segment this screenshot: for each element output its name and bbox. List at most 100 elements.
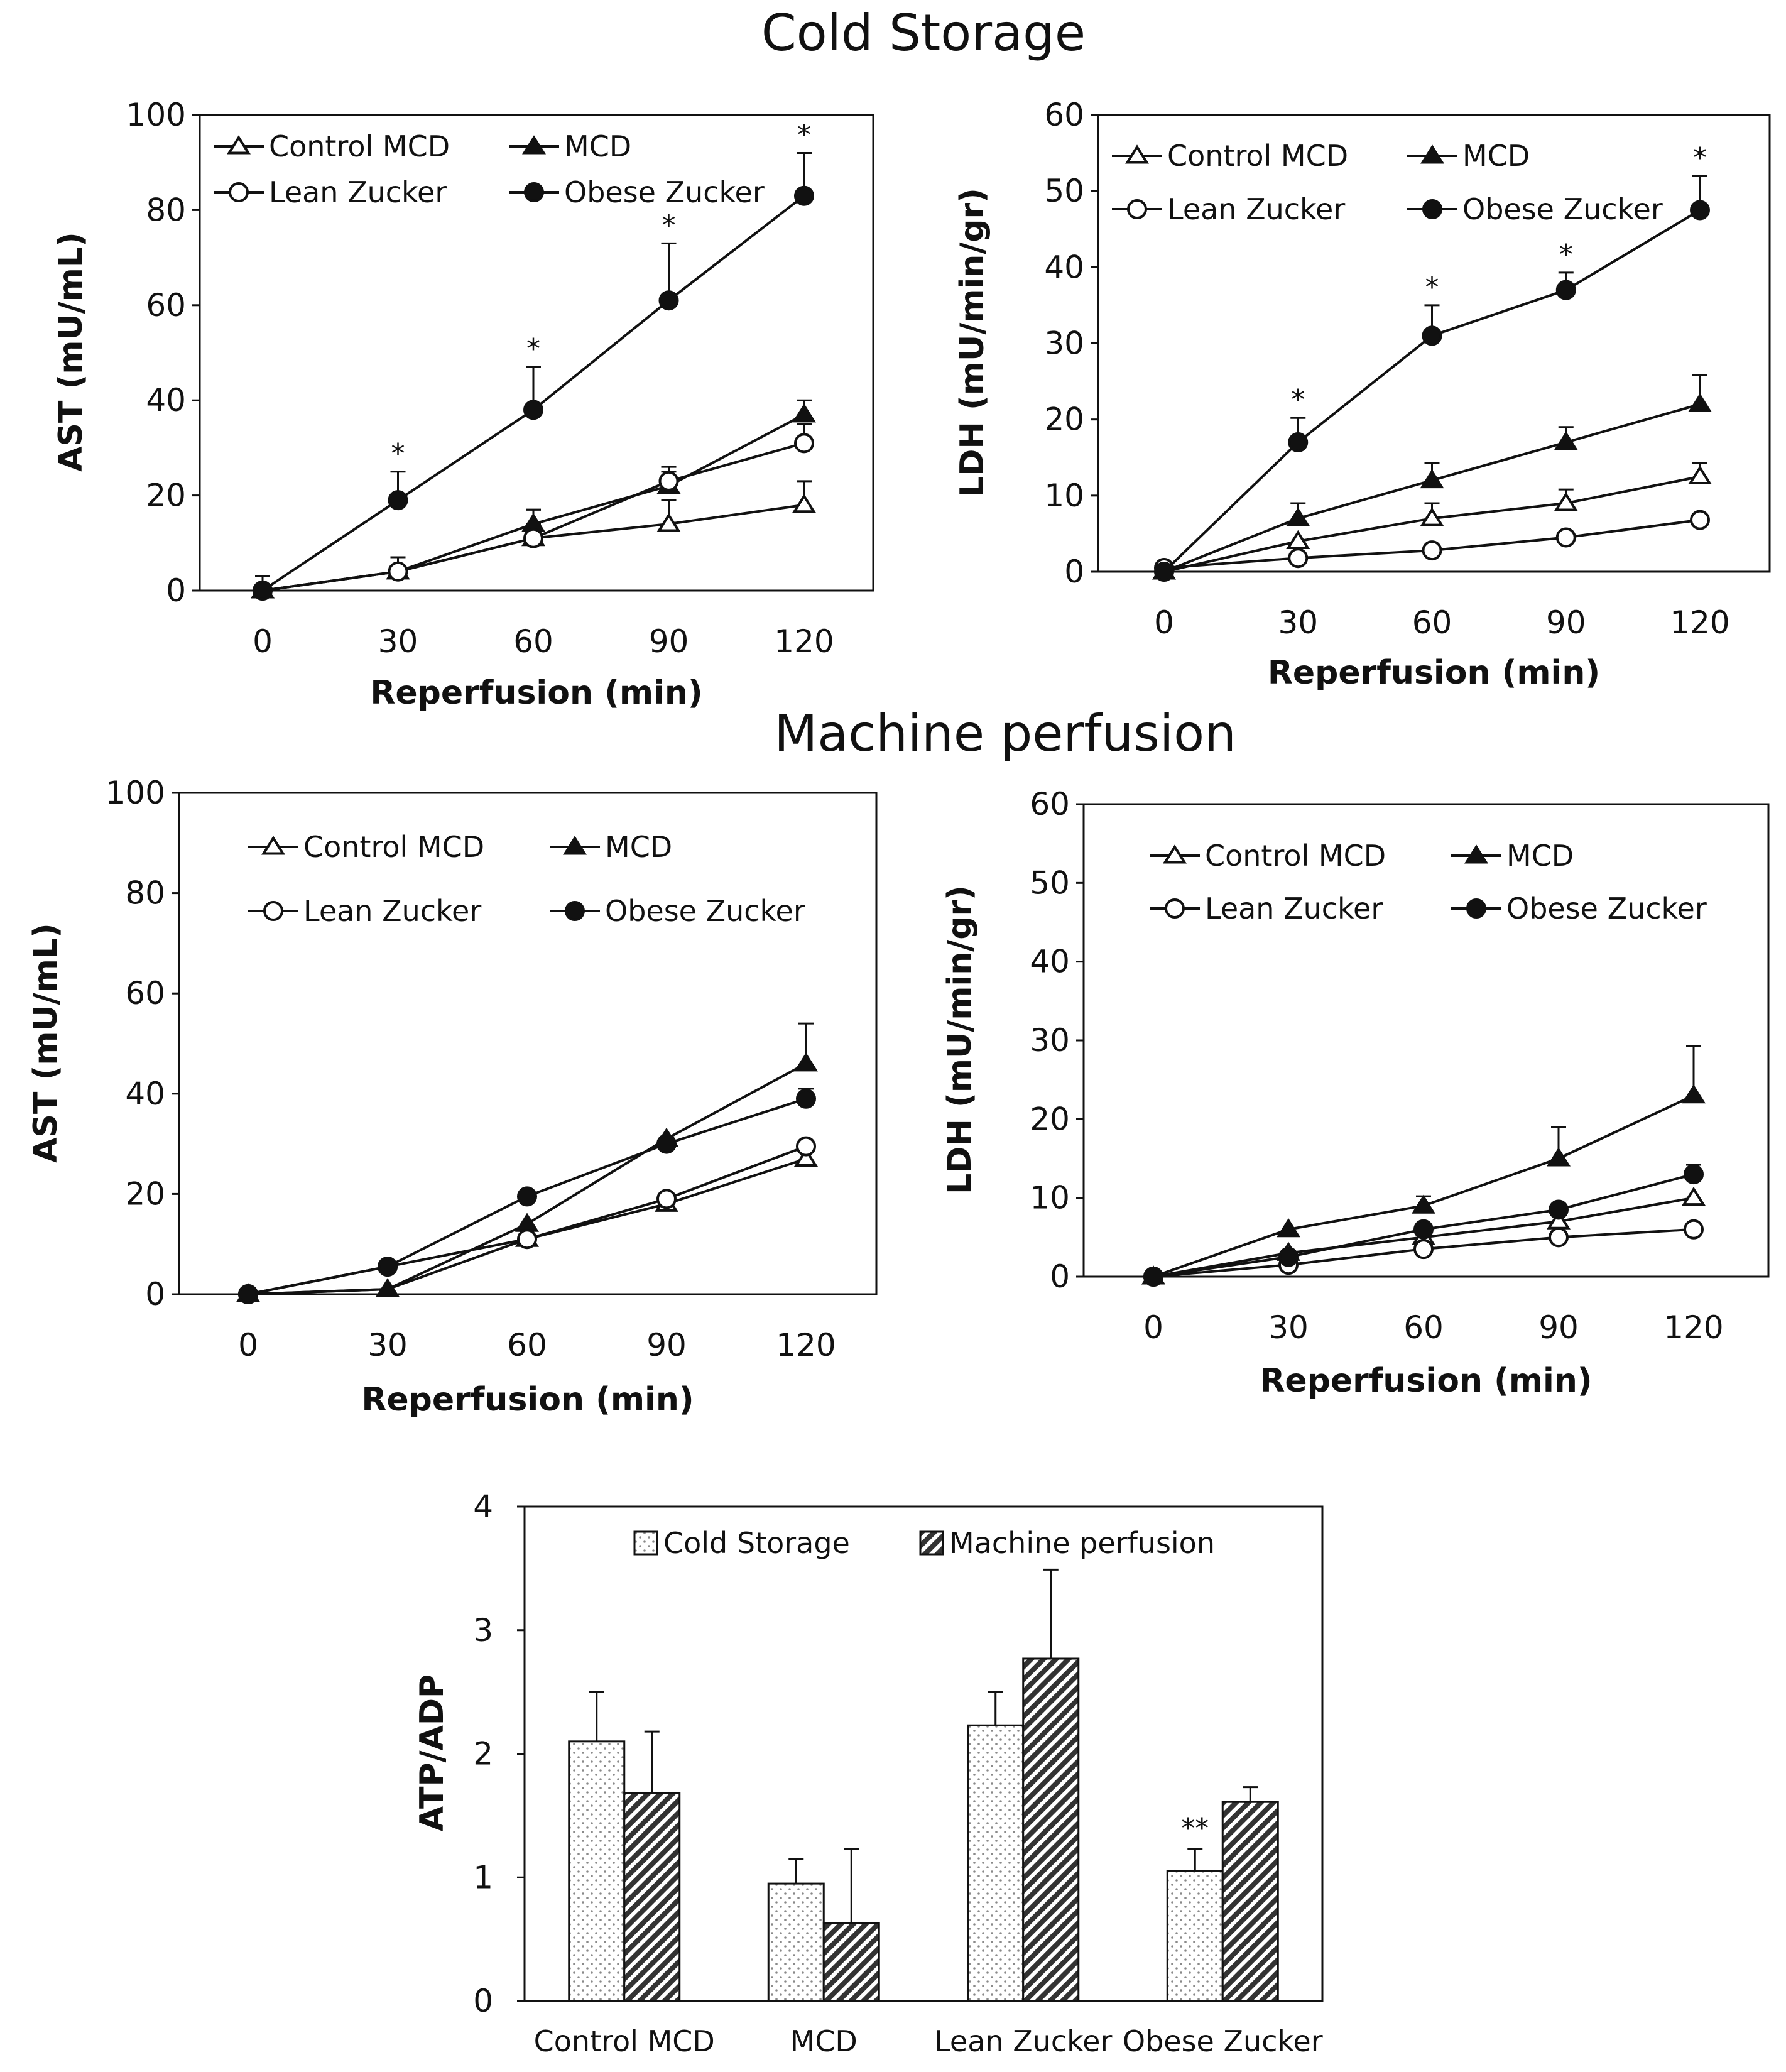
x-tick-label: 60	[1412, 604, 1452, 641]
data-point	[523, 400, 543, 420]
series-obese-zucker	[238, 1088, 816, 1304]
data-point	[1687, 465, 1712, 485]
data-point	[1276, 1218, 1301, 1238]
x-axis-label: Reperfusion (min)	[1268, 654, 1600, 692]
data-point	[1286, 507, 1310, 526]
legend-label: Lean Zucker	[269, 175, 447, 209]
series-obese-zucker	[253, 152, 814, 601]
data-point	[1422, 325, 1442, 346]
data-point	[1681, 1186, 1706, 1206]
data-point	[517, 1229, 537, 1250]
x-tick-label: 0	[1143, 1309, 1163, 1346]
bar-machine-perfusion-mcd	[822, 1922, 880, 2002]
x-tick-label: 90	[646, 1327, 687, 1363]
y-tick-label: 30	[1044, 325, 1084, 362]
legend-label: Lean Zucker	[1205, 892, 1383, 925]
x-tick-label: 120	[1663, 1309, 1723, 1346]
y-tick-label: 60	[146, 287, 186, 324]
legend-marker	[1165, 898, 1185, 919]
x-tick-label: 60	[513, 623, 553, 660]
x-axis-label: Reperfusion (min)	[1260, 1362, 1592, 1400]
data-point	[1413, 1239, 1434, 1260]
legend-label: Control MCD	[1167, 139, 1348, 173]
x-tick-label: 30	[1268, 1309, 1309, 1346]
legend-marker	[1420, 144, 1445, 164]
significance-marker: *	[662, 209, 676, 241]
x-axis-label: Reperfusion (min)	[370, 674, 702, 712]
legend-label: Lean Zucker	[1167, 192, 1345, 226]
data-point	[378, 1257, 398, 1277]
data-point	[1154, 562, 1174, 582]
data-point	[1288, 548, 1309, 569]
data-point	[656, 1189, 677, 1209]
y-tick-label: 100	[126, 97, 186, 133]
chart-machine-perfusion-ldh: 0 10 20 30 40 50 60 0 30 60 90 120 LDH (mU/min/gr) Re…	[941, 786, 1770, 1400]
legend-label: MCD	[564, 129, 631, 163]
data-point	[1554, 431, 1578, 450]
legend-item-control-mcd: Control MCD	[248, 830, 484, 864]
legend-marker	[1466, 898, 1486, 919]
data-point	[1684, 1164, 1704, 1185]
x-tick-label: 90	[1546, 604, 1586, 641]
data-point	[1286, 530, 1310, 550]
x-tick-label: 30	[378, 623, 418, 660]
y-tick-label: 40	[1044, 249, 1084, 285]
bar-machine-perfusion-lean-zucker	[1022, 1657, 1080, 2002]
legend-item-obese-zucker: Obese Zucker	[1407, 192, 1663, 226]
data-point	[1411, 1194, 1436, 1214]
y-axis-label: ATP/ADP	[413, 1674, 451, 1831]
y-tick-label: 100	[106, 775, 165, 811]
legend-item-obese-zucker: Obese Zucker	[550, 894, 805, 928]
series-obese-zucker	[1154, 175, 1710, 582]
significance-marker: *	[1291, 384, 1305, 416]
legend-label: MCD	[605, 830, 672, 864]
data-point	[1684, 1219, 1704, 1240]
data-point	[388, 561, 408, 582]
y-tick-label: 0	[166, 572, 186, 609]
data-point	[523, 528, 543, 548]
significance-marker: *	[1425, 271, 1439, 303]
category-label: Obese Zucker	[1123, 2024, 1323, 2058]
series-lean-zucker	[253, 423, 814, 601]
legend-label: MCD	[1462, 139, 1530, 173]
data-point	[238, 1284, 258, 1304]
y-tick-label: 2	[473, 1736, 493, 1772]
chart-cold-storage-ldh: 0 10 20 30 40 50 60 0 30 60 90 120 LDH (mU/min/gr) Re…	[954, 97, 1771, 692]
data-point	[1555, 280, 1576, 300]
significance-marker: *	[526, 333, 540, 365]
category-label: MCD	[790, 2024, 858, 2058]
y-tick-label: 20	[1030, 1101, 1070, 1137]
data-point	[375, 1278, 400, 1297]
y-tick-label: 20	[1044, 401, 1084, 438]
series-obese-zucker	[1143, 1164, 1704, 1287]
data-point	[1420, 507, 1444, 526]
x-tick-label: 0	[253, 623, 273, 660]
series-control-mcd	[1152, 462, 1712, 580]
y-tick-label: 20	[146, 477, 186, 514]
data-point	[796, 1088, 816, 1109]
y-tick-label: 0	[1064, 553, 1084, 590]
plot-frame	[178, 792, 878, 1295]
legend-label: Control MCD	[303, 830, 484, 864]
y-axis-label: AST (mU/mL)	[27, 923, 65, 1163]
y-tick-label: 50	[1030, 864, 1070, 901]
significance-marker: *	[797, 119, 811, 151]
y-tick-label: 80	[146, 192, 186, 228]
legend-marker	[229, 182, 249, 202]
series-line	[262, 413, 805, 592]
x-tick-label: 120	[774, 623, 834, 660]
data-point	[656, 1133, 677, 1154]
legend-marker	[524, 182, 544, 202]
legend-item-mcd: MCD	[550, 830, 672, 864]
legend-marker	[1422, 199, 1442, 219]
data-point	[253, 581, 273, 601]
series-mcd	[250, 399, 817, 599]
significance-marker: **	[1181, 1813, 1209, 1845]
legend-marker	[562, 836, 587, 855]
y-tick-label: 10	[1030, 1180, 1070, 1216]
data-point	[1546, 1147, 1571, 1167]
data-point	[793, 1052, 819, 1072]
legend-swatch	[633, 1530, 658, 1556]
legend-label: Cold Storage	[663, 1526, 850, 1560]
